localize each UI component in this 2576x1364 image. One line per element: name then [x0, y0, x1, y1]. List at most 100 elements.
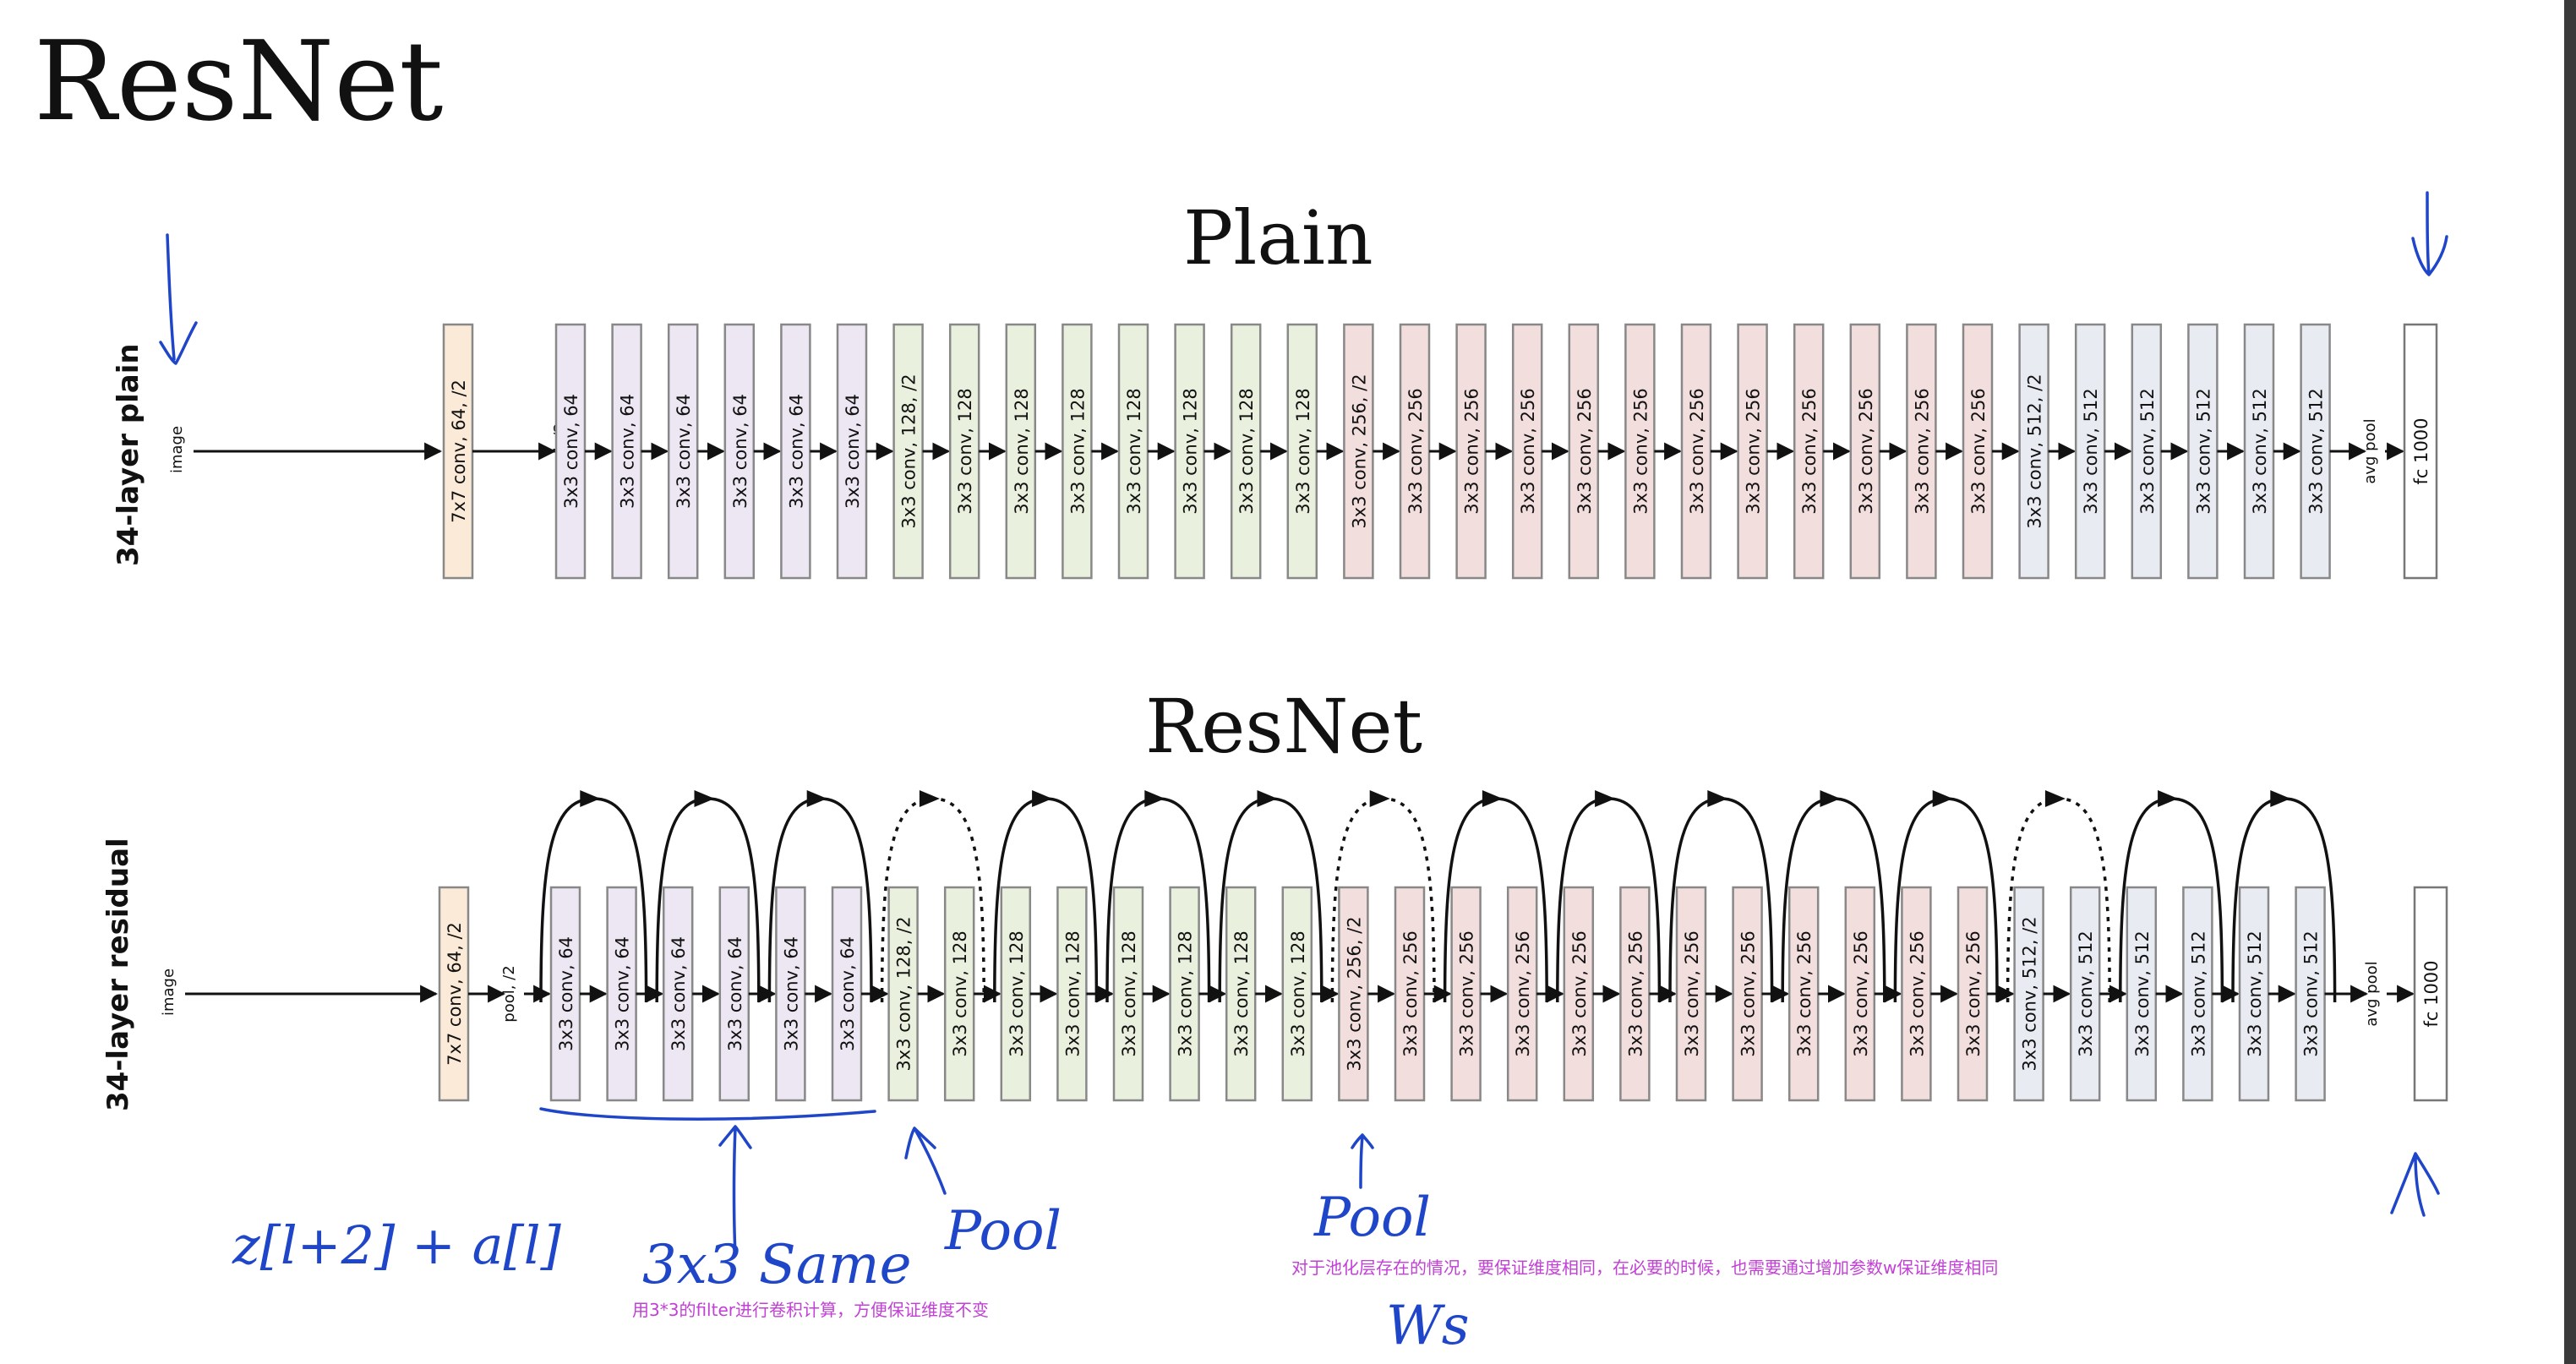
conv-block-30-label: 3x3 conv, 512	[2132, 930, 2153, 1056]
residual-network-row: image 7x7 conv, 64, /2 pool, /2 3x3 conv, 6…	[160, 790, 2448, 1102]
conv1-block	[438, 886, 470, 1102]
conv-block-23	[1737, 323, 1768, 580]
conv-block-10-label: 3x3 conv, 128	[1007, 930, 1027, 1056]
conv-block-17-label: 3x3 conv, 256	[1400, 930, 1421, 1056]
conv-block-28-label: 3x3 conv, 512, /2	[2025, 374, 2045, 528]
shortcut-arrowhead-1	[580, 790, 601, 807]
conv-block-5	[718, 886, 750, 1102]
pool-annotation-1: Pool	[944, 1200, 1062, 1263]
shortcut-arrowhead-15	[2158, 790, 2179, 807]
scrollbar[interactable]	[2564, 0, 2576, 1364]
conv-block-20-label: 3x3 conv, 256	[1575, 388, 1595, 514]
conv-block-13-label: 3x3 conv, 128	[1181, 388, 1201, 514]
conv-block-11	[1056, 886, 1088, 1102]
conv-block-6-label: 3x3 conv, 64	[786, 394, 806, 509]
shortcut-arrowhead-13	[1932, 790, 1953, 807]
plain-heading: Plain	[1183, 194, 1373, 281]
conv-block-18	[1450, 886, 1482, 1102]
conv-block-12	[1117, 323, 1149, 580]
conv-block-7	[836, 323, 868, 580]
conv-block-20	[1563, 886, 1595, 1102]
conv-block-8	[887, 886, 919, 1102]
conv-block-2-label: 3x3 conv, 64	[561, 394, 581, 509]
conv-block-24	[1793, 323, 1825, 580]
pool-annotation-2: Pool	[1313, 1187, 1431, 1249]
conv-block-3	[611, 323, 642, 580]
conv-block-15	[1281, 886, 1313, 1102]
fc-block	[2403, 323, 2438, 580]
conv-block-4-label: 3x3 conv, 64	[674, 394, 694, 509]
conv-block-24-label: 3x3 conv, 256	[1799, 388, 1820, 514]
conv-block-25	[1849, 323, 1881, 580]
conv-block-19-label: 3x3 conv, 256	[1518, 388, 1538, 514]
conv-block-9-label: 3x3 conv, 128	[950, 930, 970, 1056]
conv-block-10	[1000, 886, 1032, 1102]
resnet-heading: ResNet	[1145, 683, 1422, 770]
conv-block-23-label: 3x3 conv, 256	[1744, 388, 1764, 514]
conv-block-32	[2243, 323, 2275, 580]
conv-block-27	[1957, 886, 1989, 1102]
conv-block-3-label: 3x3 conv, 64	[613, 936, 633, 1051]
conv-block-14-label: 3x3 conv, 128	[1236, 388, 1257, 514]
page-title: ResNet	[34, 17, 444, 145]
pool-pointer-arrow-2	[1351, 1133, 1374, 1189]
conv-block-6-label: 3x3 conv, 64	[781, 936, 801, 1051]
conv-block-4	[667, 323, 699, 580]
conv-block-19	[1506, 886, 1538, 1102]
shortcut-arrowhead-6	[1144, 790, 1165, 807]
formula-annotation: z[l+2] + a[l]	[232, 1214, 562, 1276]
conv-block-32-label: 3x3 conv, 512	[2245, 930, 2265, 1056]
conv-block-33-label: 3x3 conv, 512	[2301, 930, 2322, 1056]
conv-block-32	[2238, 886, 2270, 1102]
conv-block-2-label: 3x3 conv, 64	[556, 936, 576, 1051]
conv-block-27-label: 3x3 conv, 256	[1963, 930, 1984, 1056]
brace-under-64-group	[539, 1107, 876, 1121]
shortcut-arrowhead-8	[1369, 790, 1390, 807]
conv-block-26-label: 3x3 conv, 256	[1907, 930, 1927, 1056]
avgpool-label: avg pool	[2361, 418, 2379, 483]
input-image-label: image	[160, 968, 177, 1016]
fc-block	[2413, 886, 2448, 1102]
conv-block-27-label: 3x3 conv, 256	[1968, 388, 1989, 514]
shortcut-arrowhead-4	[919, 790, 940, 807]
conv-block-16-label: 3x3 conv, 256, /2	[1349, 374, 1369, 528]
shortcut-arrowhead-2	[694, 790, 715, 807]
shortcut-arrowhead-12	[1820, 790, 1841, 807]
conv-block-13	[1174, 323, 1205, 580]
conv-block-15-label: 3x3 conv, 128	[1293, 388, 1313, 514]
conv-block-25-label: 3x3 conv, 256	[1856, 388, 1876, 514]
conv-block-18-label: 3x3 conv, 256	[1457, 930, 1477, 1056]
conv-block-10-label: 3x3 conv, 128	[1012, 388, 1032, 514]
conv-block-17	[1399, 323, 1431, 580]
conv-block-16	[1338, 886, 1369, 1102]
fc-block-label: fc 1000	[2411, 417, 2431, 484]
plain-output-arrow-mark	[2411, 191, 2448, 276]
conv-block-29	[2069, 886, 2101, 1102]
conv-block-8-label: 3x3 conv, 128, /2	[899, 374, 920, 528]
conv-block-5-label: 3x3 conv, 64	[730, 394, 750, 509]
shortcut-arrowhead-14	[2044, 790, 2066, 807]
conv-block-12	[1112, 886, 1144, 1102]
conv-block-13	[1169, 886, 1200, 1102]
conv-block-19-label: 3x3 conv, 256	[1513, 930, 1533, 1056]
conv-block-14	[1225, 886, 1257, 1102]
conv-block-5	[723, 323, 756, 580]
conv-block-17	[1394, 886, 1426, 1102]
conv-block-25	[1844, 886, 1876, 1102]
conv-block-21-label: 3x3 conv, 256	[1630, 388, 1651, 514]
conv-block-12-label: 3x3 conv, 128	[1124, 388, 1144, 514]
conv-block-14-label: 3x3 conv, 128	[1231, 930, 1252, 1056]
res-output-arrow-mark	[2390, 1152, 2440, 1217]
conv-block-33	[2295, 886, 2326, 1102]
conv-block-7-label: 3x3 conv, 64	[843, 394, 863, 509]
plain-input-arrow-mark	[159, 233, 198, 365]
conv-block-15-label: 3x3 conv, 128	[1288, 930, 1308, 1056]
conv-block-22-label: 3x3 conv, 256	[1687, 388, 1707, 514]
shortcut-arrowhead-3	[806, 790, 827, 807]
conv-block-28	[2018, 323, 2049, 580]
shortcut-arrowhead-16	[2270, 790, 2291, 807]
conv-block-31	[2182, 886, 2213, 1102]
ws-annotation: Ws	[1386, 1295, 1470, 1357]
